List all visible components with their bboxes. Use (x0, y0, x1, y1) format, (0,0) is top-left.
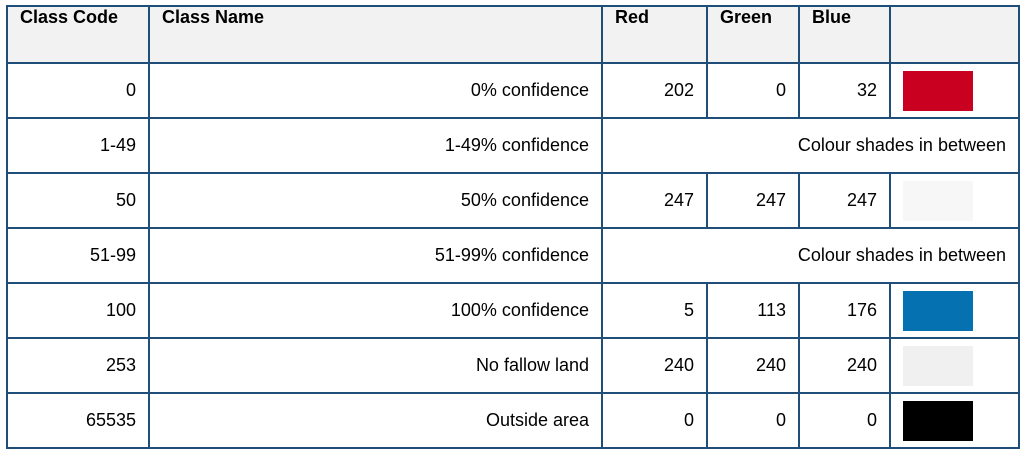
class-code-cell: 1-49 (6, 117, 150, 174)
class-code-cell: 253 (6, 337, 150, 394)
table-row: 65535 Outside area 0 0 0 (6, 392, 1020, 449)
header-green: Green (706, 5, 800, 64)
shade-note-cell: Colour shades in between (601, 117, 1020, 174)
class-code-cell: 100 (6, 282, 150, 339)
red-value-cell: 247 (601, 172, 708, 229)
green-value-cell: 113 (706, 282, 800, 339)
table-row: 100 100% confidence 5 113 176 (6, 282, 1020, 339)
header-row: Class Code Class Name Red Green Blue (6, 5, 1020, 64)
shade-note-cell: Colour shades in between (601, 227, 1020, 284)
class-name-cell: 100% confidence (148, 282, 603, 339)
blue-value-cell: 0 (798, 392, 891, 449)
table-row: 50 50% confidence 247 247 247 (6, 172, 1020, 229)
blue-value-cell: 176 (798, 282, 891, 339)
header-class-name: Class Name (148, 5, 603, 64)
color-swatch (903, 345, 973, 386)
red-value-cell: 240 (601, 337, 708, 394)
red-value-cell: 202 (601, 62, 708, 119)
table-header: Class Code Class Name Red Green Blue (6, 5, 1020, 64)
red-value-cell: 0 (601, 392, 708, 449)
class-name-cell: Outside area (148, 392, 603, 449)
class-code-cell: 65535 (6, 392, 150, 449)
green-value-cell: 0 (706, 62, 800, 119)
class-name-cell: 51-99% confidence (148, 227, 603, 284)
blue-value-cell: 247 (798, 172, 891, 229)
swatch-cell (889, 337, 1020, 394)
class-name-cell: No fallow land (148, 337, 603, 394)
swatch-cell (889, 172, 1020, 229)
header-red: Red (601, 5, 708, 64)
header-swatch (889, 5, 1020, 64)
color-swatch (903, 290, 973, 331)
header-class-code: Class Code (6, 5, 150, 64)
class-name-cell: 50% confidence (148, 172, 603, 229)
class-code-cell: 50 (6, 172, 150, 229)
class-name-cell: 0% confidence (148, 62, 603, 119)
color-swatch (903, 400, 973, 441)
color-swatch (903, 70, 973, 111)
table-row: 0 0% confidence 202 0 32 (6, 62, 1020, 119)
green-value-cell: 247 (706, 172, 800, 229)
table-row: 1-49 1-49% confidence Colour shades in b… (6, 117, 1020, 174)
table-row: 51-99 51-99% confidence Colour shades in… (6, 227, 1020, 284)
red-value-cell: 5 (601, 282, 708, 339)
green-value-cell: 240 (706, 337, 800, 394)
swatch-cell (889, 282, 1020, 339)
class-code-cell: 0 (6, 62, 150, 119)
class-legend-table: Class Code Class Name Red Green Blue 0 0… (6, 5, 1020, 449)
color-swatch (903, 180, 973, 221)
blue-value-cell: 32 (798, 62, 891, 119)
swatch-cell (889, 62, 1020, 119)
class-code-cell: 51-99 (6, 227, 150, 284)
green-value-cell: 0 (706, 392, 800, 449)
blue-value-cell: 240 (798, 337, 891, 394)
header-blue: Blue (798, 5, 891, 64)
swatch-cell (889, 392, 1020, 449)
table-row: 253 No fallow land 240 240 240 (6, 337, 1020, 394)
class-name-cell: 1-49% confidence (148, 117, 603, 174)
table-body: 0 0% confidence 202 0 32 1-49 1-49% conf… (6, 62, 1020, 449)
